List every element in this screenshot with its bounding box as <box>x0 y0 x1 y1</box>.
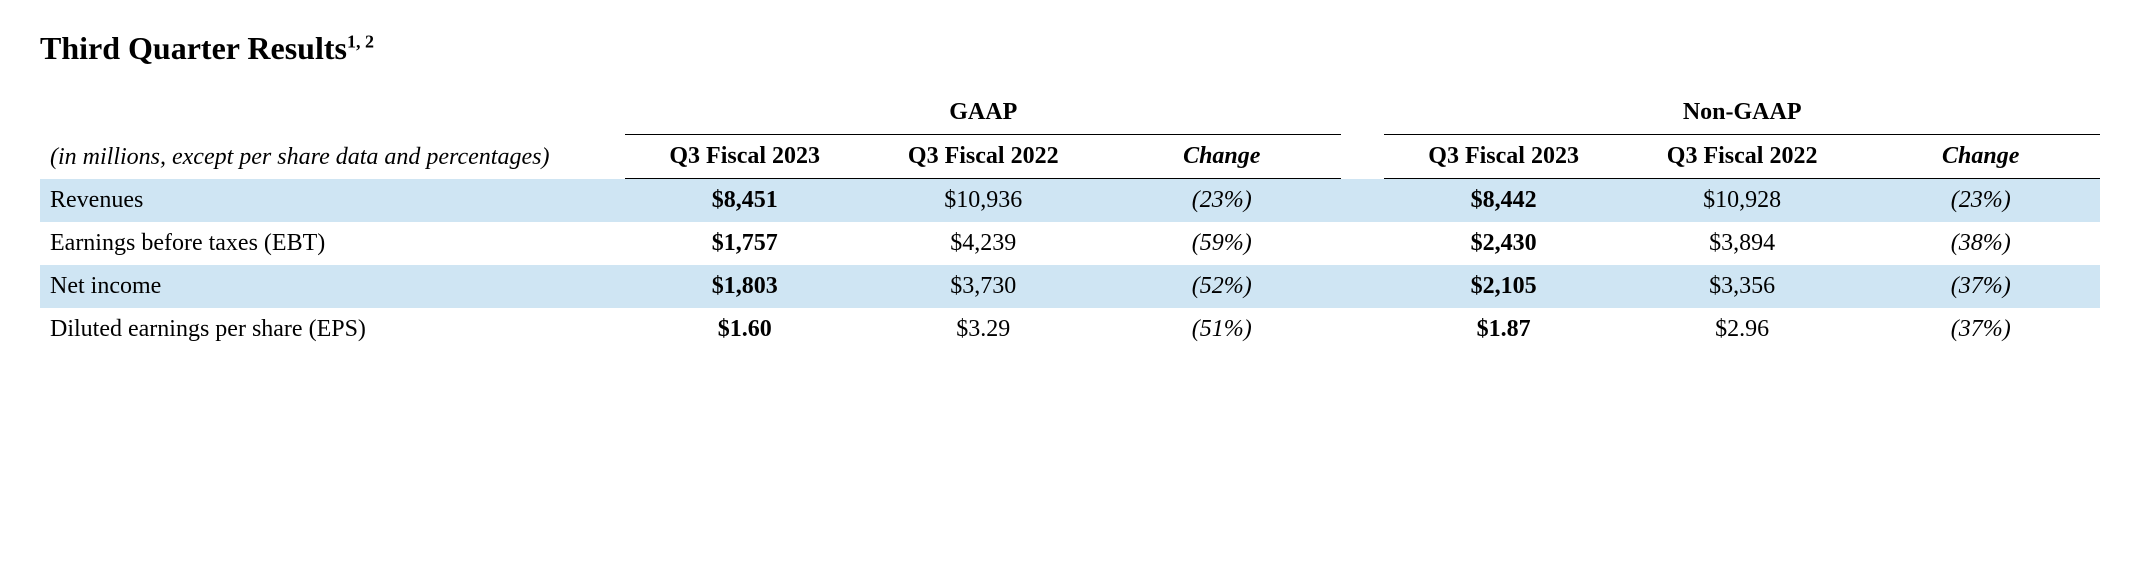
table-row: Net income $1,803 $3,730 (52%) $2,105 $3… <box>40 265 2100 308</box>
cell: $10,928 <box>1623 179 1862 223</box>
table-row: Revenues $8,451 $10,936 (23%) $8,442 $10… <box>40 179 2100 223</box>
col-change-nongaap: Change <box>1861 135 2100 179</box>
cell: $8,451 <box>625 179 864 223</box>
cell: (37%) <box>1861 308 2100 351</box>
cell: (38%) <box>1861 222 2100 265</box>
cell: (23%) <box>1861 179 2100 223</box>
group-header-row: GAAP Non-GAAP <box>40 91 2100 135</box>
cell: (59%) <box>1103 222 1342 265</box>
row-label: Net income <box>40 265 625 308</box>
table-row: Earnings before taxes (EBT) $1,757 $4,23… <box>40 222 2100 265</box>
page-title: Third Quarter Results1, 2 <box>40 30 2100 67</box>
cell: $2.96 <box>1623 308 1862 351</box>
cell: $3,356 <box>1623 265 1862 308</box>
row-label: Earnings before taxes (EBT) <box>40 222 625 265</box>
cell: $2,105 <box>1384 265 1623 308</box>
table-subtitle: (in millions, except per share data and … <box>40 135 625 179</box>
col-change-gaap: Change <box>1103 135 1342 179</box>
cell: $2,430 <box>1384 222 1623 265</box>
cell: $1,757 <box>625 222 864 265</box>
col-q3-2023-nongaap: Q3 Fiscal 2023 <box>1384 135 1623 179</box>
table-row: Diluted earnings per share (EPS) $1.60 $… <box>40 308 2100 351</box>
col-q3-2023-gaap: Q3 Fiscal 2023 <box>625 135 864 179</box>
col-q3-2022-nongaap: Q3 Fiscal 2022 <box>1623 135 1862 179</box>
cell: $4,239 <box>864 222 1103 265</box>
cell: (51%) <box>1103 308 1342 351</box>
cell: $8,442 <box>1384 179 1623 223</box>
cell: (37%) <box>1861 265 2100 308</box>
row-label: Diluted earnings per share (EPS) <box>40 308 625 351</box>
col-q3-2022-gaap: Q3 Fiscal 2022 <box>864 135 1103 179</box>
column-header-row: (in millions, except per share data and … <box>40 135 2100 179</box>
cell: $10,936 <box>864 179 1103 223</box>
group-header-gaap: GAAP <box>625 91 1341 135</box>
row-label: Revenues <box>40 179 625 223</box>
cell: $1.87 <box>1384 308 1623 351</box>
cell: $3,730 <box>864 265 1103 308</box>
cell: $1.60 <box>625 308 864 351</box>
results-table: GAAP Non-GAAP (in millions, except per s… <box>40 91 2100 351</box>
cell: (52%) <box>1103 265 1342 308</box>
cell: $3,894 <box>1623 222 1862 265</box>
cell: (23%) <box>1103 179 1342 223</box>
cell: $3.29 <box>864 308 1103 351</box>
title-superscript: 1, 2 <box>347 31 374 51</box>
title-text: Third Quarter Results <box>40 30 347 66</box>
group-header-nongaap: Non-GAAP <box>1384 91 2100 135</box>
cell: $1,803 <box>625 265 864 308</box>
